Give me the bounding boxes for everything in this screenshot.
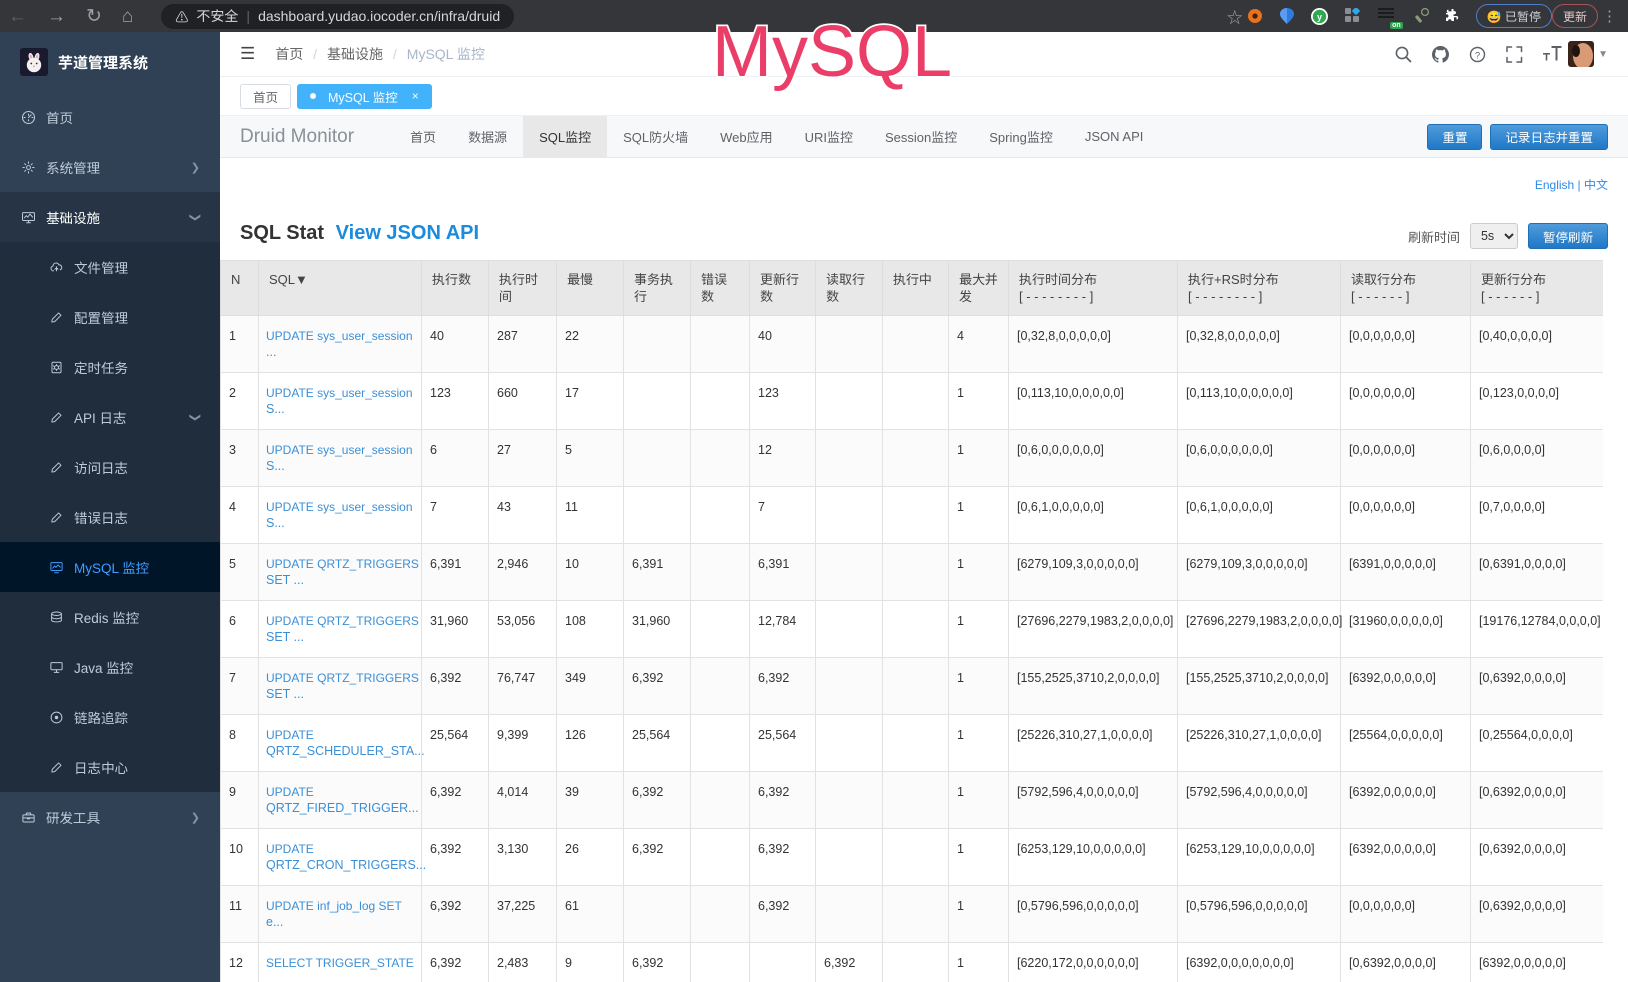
svg-text:y: y [1317,12,1322,22]
svg-text:?: ? [1475,50,1480,61]
